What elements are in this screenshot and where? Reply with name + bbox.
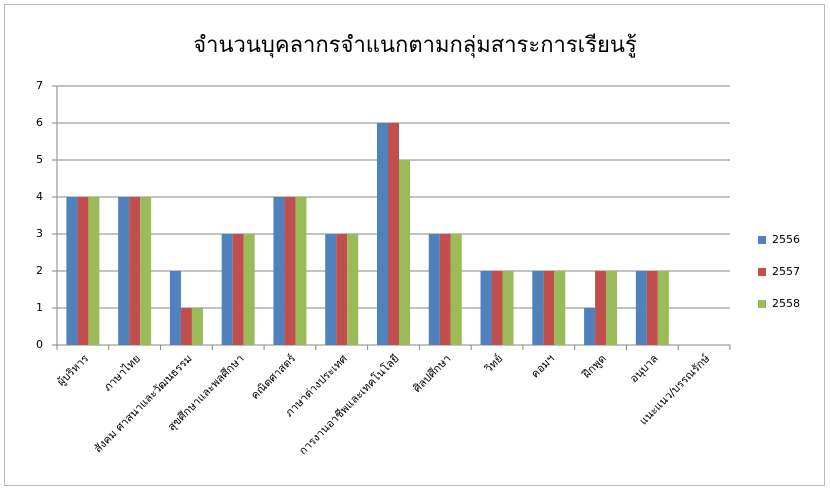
bar [491, 271, 503, 345]
bar [480, 271, 492, 345]
y-tick-label: 4 [36, 190, 43, 203]
bar [502, 271, 514, 345]
bar [232, 234, 244, 345]
legend-swatch [758, 236, 766, 244]
bar [295, 197, 307, 345]
bar [140, 197, 152, 345]
bar [543, 271, 555, 345]
bar [439, 234, 451, 345]
bar [129, 197, 141, 345]
bar [77, 197, 89, 345]
bar [428, 234, 440, 345]
bar [88, 197, 100, 345]
bar [450, 234, 462, 345]
bar [584, 308, 596, 345]
bar [191, 308, 203, 345]
legend-swatch [758, 300, 766, 308]
bar [347, 234, 359, 345]
y-tick-label: 1 [36, 301, 43, 314]
bar [66, 197, 78, 345]
y-tick-label: 3 [36, 227, 43, 240]
y-tick-label: 0 [36, 338, 43, 351]
bar [118, 197, 130, 345]
bar [273, 197, 285, 345]
bar [221, 234, 233, 345]
bar [180, 308, 192, 345]
legend-label: 2557 [772, 265, 800, 278]
y-tick-label: 2 [36, 264, 43, 277]
bar [635, 271, 647, 345]
legend-label: 2556 [772, 233, 800, 246]
y-tick-label: 7 [36, 79, 43, 92]
bar [169, 271, 181, 345]
bar [336, 234, 348, 345]
chart-title: จำนวนบุคลากรจำแนกตามกลุ่มสาระการเรียนรู้ [193, 33, 637, 58]
bar [554, 271, 566, 345]
bar [325, 234, 337, 345]
bar [532, 271, 544, 345]
legend-label: 2558 [772, 297, 800, 310]
bar [388, 123, 399, 345]
bar [606, 271, 618, 345]
bar [399, 160, 410, 345]
bar [595, 271, 607, 345]
bar [284, 197, 296, 345]
y-tick-label: 6 [36, 116, 43, 129]
bar [243, 234, 255, 345]
y-tick-label: 5 [36, 153, 43, 166]
bar [377, 123, 388, 345]
bar [646, 271, 658, 345]
legend-swatch [758, 268, 766, 276]
bar [657, 271, 669, 345]
